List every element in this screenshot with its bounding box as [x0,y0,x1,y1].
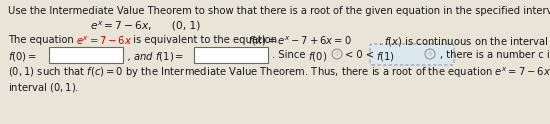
Text: ◇: ◇ [335,51,339,57]
Text: $e^x = 7 - 6x$: $e^x = 7 - 6x$ [76,35,133,47]
Text: , and $f(1) =$: , and $f(1) =$ [127,50,184,63]
Text: $e^x = 7 - 6x,$: $e^x = 7 - 6x,$ [90,20,152,33]
FancyBboxPatch shape [49,47,123,63]
Text: , there is a number c in: , there is a number c in [440,50,550,60]
Text: $f(0) =$: $f(0) =$ [8,50,37,63]
FancyBboxPatch shape [194,47,268,63]
FancyBboxPatch shape [370,44,454,65]
Text: is equivalent to the equation: is equivalent to the equation [130,35,280,45]
Text: . $f(x)$ is continuous on the interval [0, 1],: . $f(x)$ is continuous on the interval [… [378,35,550,49]
Text: (0, 1): (0, 1) [165,20,200,30]
Text: $f(1)$: $f(1)$ [376,50,395,63]
Text: Use the Intermediate Value Theorem to show that there is a root of the given equ: Use the Intermediate Value Theorem to sh… [8,6,550,16]
Text: $f(0)$: $f(0)$ [302,50,327,63]
Text: The equation: The equation [8,35,77,45]
Text: $f(x) = e^x - 7 + 6x = 0$: $f(x) = e^x - 7 + 6x = 0$ [248,35,351,48]
Text: ◇: ◇ [428,51,432,57]
Text: < 0 <: < 0 < [345,50,374,60]
Text: . Since: . Since [272,50,305,60]
Text: interval $(0, 1)$.: interval $(0, 1)$. [8,81,79,94]
Text: $(0, 1)$ such that $f(c) = 0$ by the Intermediate Value Theorem. Thus, there is : $(0, 1)$ such that $f(c) = 0$ by the Int… [8,66,550,80]
